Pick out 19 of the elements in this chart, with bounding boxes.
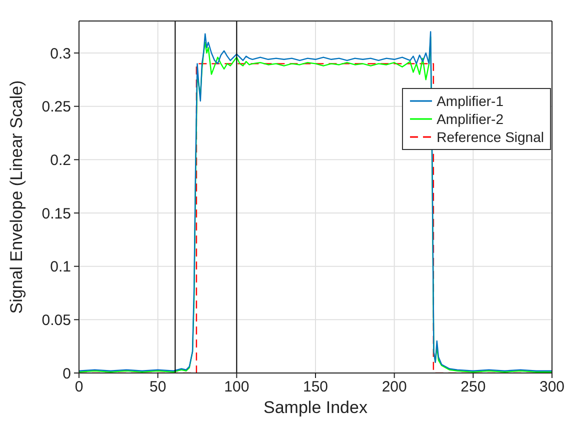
y-tick-label: 0.25 (42, 98, 71, 116)
x-tick-label: 300 (539, 378, 565, 396)
legend-label: Amplifier-1 (436, 92, 504, 110)
x-tick-label: 250 (460, 378, 486, 396)
legend-label: Reference Signal (436, 128, 544, 146)
y-tick-label: 0 (62, 365, 71, 382)
y-tick-label: 0.3 (50, 45, 71, 62)
x-tick-label: 200 (382, 378, 407, 396)
x-tick-label: 150 (302, 378, 328, 396)
y-tick-label: 0.1 (50, 258, 71, 276)
x-tick-label: 50 (149, 378, 166, 396)
y-tick-label: 0.15 (42, 205, 71, 222)
y-tick-label: 0.2 (50, 152, 71, 169)
legend-label: Amplifier-2 (436, 110, 504, 128)
x-axis-title: Sample Index (264, 398, 368, 417)
y-tick-label: 0.05 (42, 312, 71, 329)
x-tick-label: 0 (74, 378, 84, 396)
x-tick-label: 100 (224, 378, 250, 396)
y-axis-title: Signal Envelope (Linear Scale) (7, 80, 26, 314)
